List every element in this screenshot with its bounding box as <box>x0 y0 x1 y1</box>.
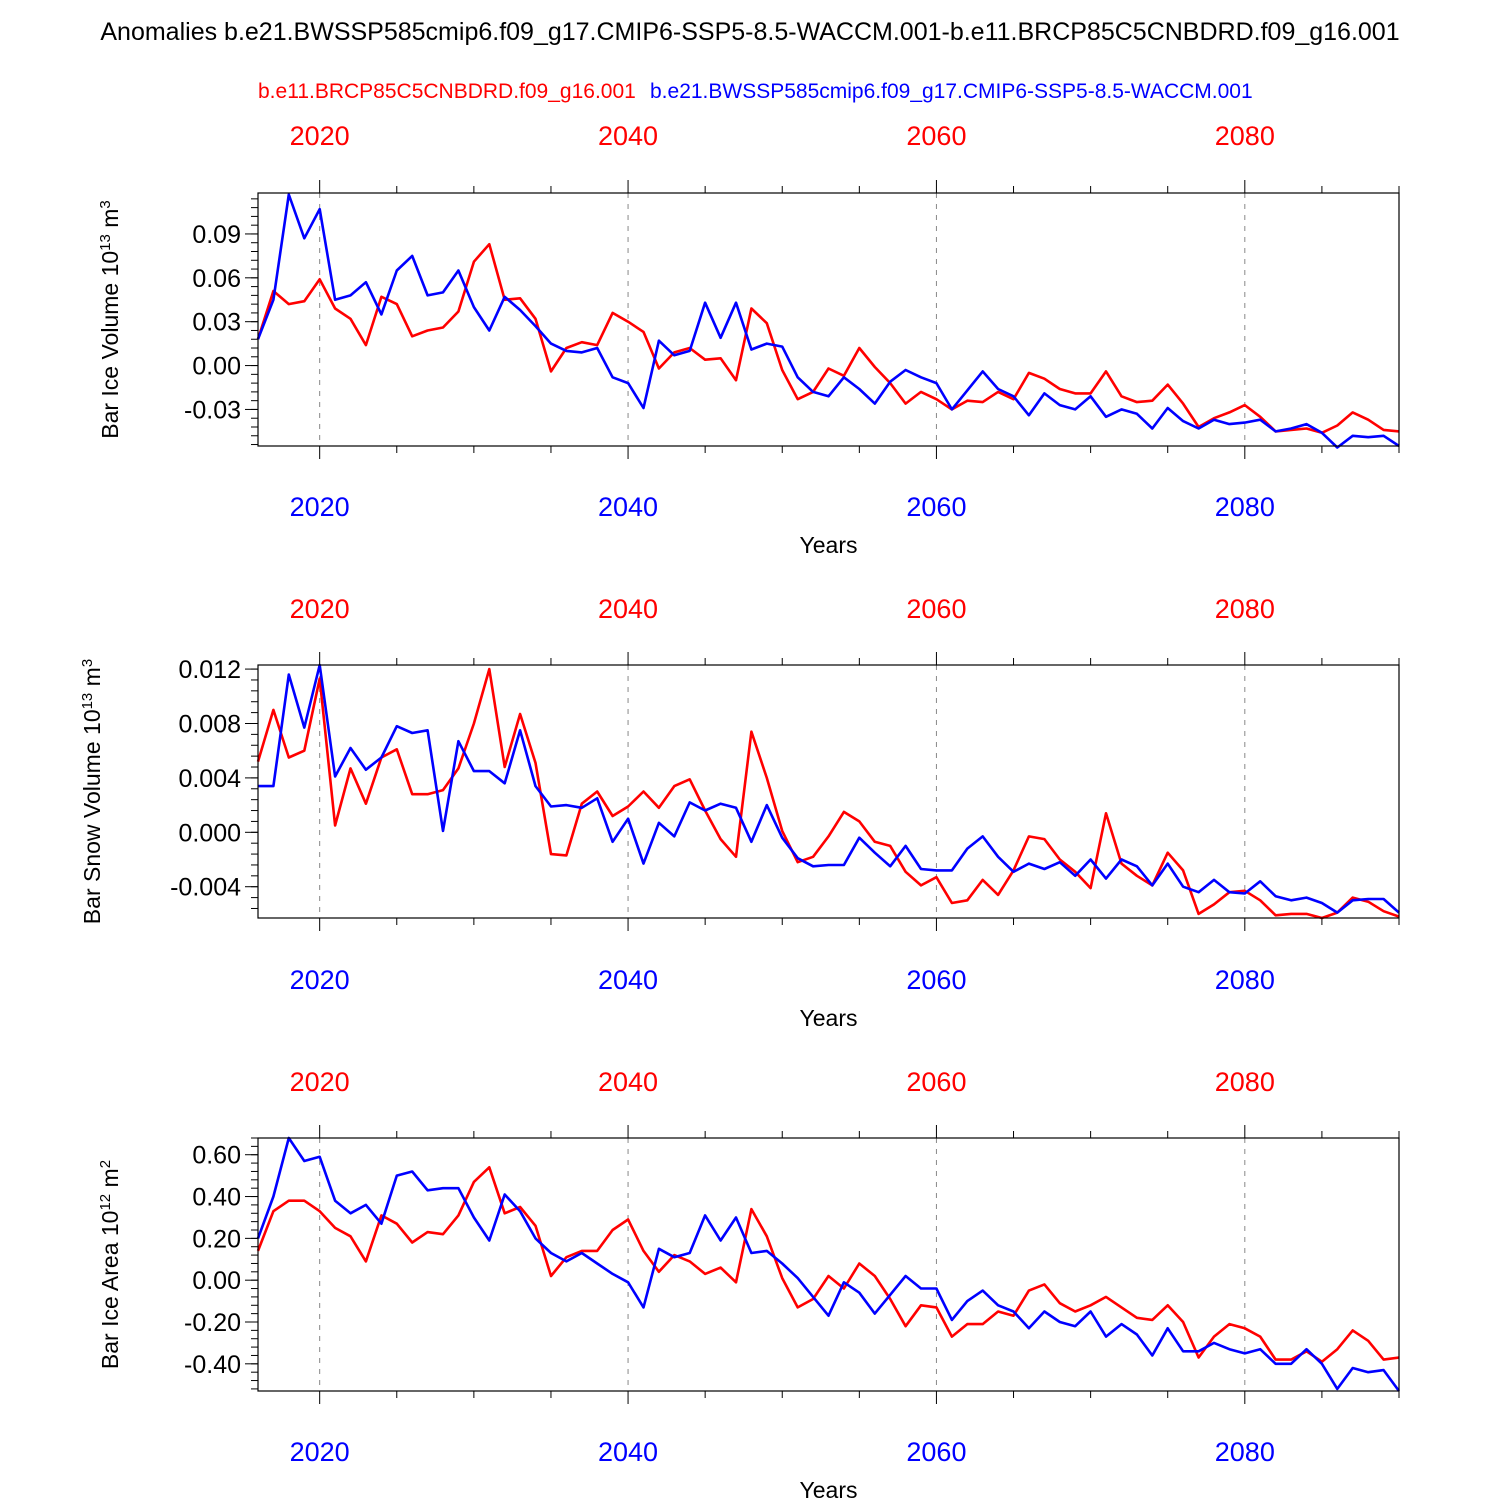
y-axis-label-superscript: 3 <box>97 200 114 208</box>
x-tick-label-top: 2080 <box>1215 121 1275 151</box>
x-tick-label-top: 2040 <box>598 1067 658 1097</box>
x-tick-label-bottom: 2020 <box>290 1437 350 1467</box>
x-axis-label: Years <box>800 532 858 558</box>
y-tick-label: 0.60 <box>192 1142 241 1170</box>
series-line-red <box>256 667 1400 920</box>
series-line-red <box>256 1166 1400 1363</box>
x-tick-label-bottom: 2060 <box>906 965 966 995</box>
panel-3: 0.60 0.40 0.20 0.00 -0.20 -0.40 2020 2020 2040 20… <box>97 1067 1401 1500</box>
figure-title: Anomalies b.e21.BWSSP585cmip6.f09_g17.CM… <box>100 18 1400 46</box>
y-axis-label-part: Bar Snow Volume 10 <box>79 709 105 924</box>
x-tick-label-bottom: 2020 <box>290 965 350 995</box>
y-axis-label-superscript: 3 <box>79 659 96 667</box>
x-tick-label-bottom: 2060 <box>906 1437 966 1467</box>
y-axis-label-part: m <box>97 209 123 235</box>
y-tick-label: -0.40 <box>184 1351 241 1379</box>
y-axis-label-part: Bar Ice Volume 10 <box>97 251 123 439</box>
y-tick-label: 0.20 <box>192 1225 241 1253</box>
x-axis-label: Years <box>800 1005 858 1031</box>
y-axis-label-superscript: 13 <box>79 693 96 710</box>
series-line-red <box>256 242 1400 435</box>
y-tick-label: 0.00 <box>192 353 241 381</box>
y-axis-label-superscript: 13 <box>97 234 114 251</box>
y-tick-label: 0.004 <box>178 765 241 793</box>
y-axis-label: Bar Ice Area 1012 m2 <box>97 1160 124 1369</box>
y-tick-label: 0.008 <box>178 710 241 738</box>
panel-1: 0.09 0.06 0.03 0.00 -0.03 2020 2020 2040 2040 206… <box>97 121 1400 558</box>
y-axis-label: Bar Snow Volume 1013 m3 <box>79 659 106 924</box>
y-axis-label-superscript: 2 <box>97 1160 114 1168</box>
y-tick-label: 0.06 <box>192 265 241 293</box>
x-tick-label-top: 2060 <box>906 594 966 624</box>
y-tick-label: 0.012 <box>178 656 241 684</box>
y-tick-label: -0.004 <box>170 874 241 902</box>
series-line-blue <box>256 1136 1401 1392</box>
plot-frame <box>257 192 1400 447</box>
y-tick-label: 0.09 <box>192 221 241 249</box>
x-tick-label-bottom: 2080 <box>1215 492 1275 522</box>
y-tick-label: -0.20 <box>184 1309 241 1337</box>
x-tick-label-top: 2060 <box>906 1067 966 1097</box>
x-tick-label-top: 2040 <box>598 594 658 624</box>
y-tick-label: 0.40 <box>192 1184 241 1212</box>
y-tick-label: -0.03 <box>184 396 241 424</box>
x-tick-label-bottom: 2060 <box>906 492 966 522</box>
plot-frame <box>257 664 1400 919</box>
y-axis-label: Bar Ice Volume 1013 m3 <box>97 200 124 439</box>
y-tick-label: 0.00 <box>192 1267 241 1295</box>
plot-frame <box>257 1137 1400 1392</box>
x-tick-label-bottom: 2080 <box>1215 965 1275 995</box>
series-line-blue <box>256 193 1400 449</box>
x-tick-label-bottom: 2040 <box>598 1437 658 1467</box>
x-tick-label-top: 2020 <box>290 121 350 151</box>
x-tick-label-bottom: 2080 <box>1215 1437 1275 1467</box>
legend-blue-label: b.e21.BWSSP585cmip6.f09_g17.CMIP6-SSP5-8… <box>650 80 1253 103</box>
x-tick-label-top: 2040 <box>598 121 658 151</box>
y-tick-label: 0.03 <box>192 309 241 337</box>
y-axis-label-part: Bar Ice Area 10 <box>97 1211 123 1370</box>
legend-red-label: b.e11.BRCP85C5CNBDRD.f09_g16.001 <box>258 80 636 103</box>
x-tick-label-top: 2080 <box>1215 1067 1275 1097</box>
x-tick-label-top: 2060 <box>906 121 966 151</box>
x-tick-label-top: 2020 <box>290 594 350 624</box>
y-tick-label: 0.000 <box>178 819 241 847</box>
series-line-blue <box>258 663 1400 914</box>
panel-2: 0.012 0.008 0.004 0.000 -0.004 2020 2020 2040 20… <box>79 594 1400 1031</box>
x-axis-label: Years <box>800 1477 858 1500</box>
x-tick-label-top: 2020 <box>290 1067 350 1097</box>
y-axis-label-part: m <box>97 1168 123 1194</box>
x-tick-label-bottom: 2020 <box>290 492 350 522</box>
x-tick-label-bottom: 2040 <box>598 492 658 522</box>
y-axis-label-part: m <box>79 667 105 693</box>
y-axis-label-superscript: 12 <box>97 1194 114 1211</box>
x-tick-label-top: 2080 <box>1215 594 1275 624</box>
x-tick-label-bottom: 2040 <box>598 965 658 995</box>
